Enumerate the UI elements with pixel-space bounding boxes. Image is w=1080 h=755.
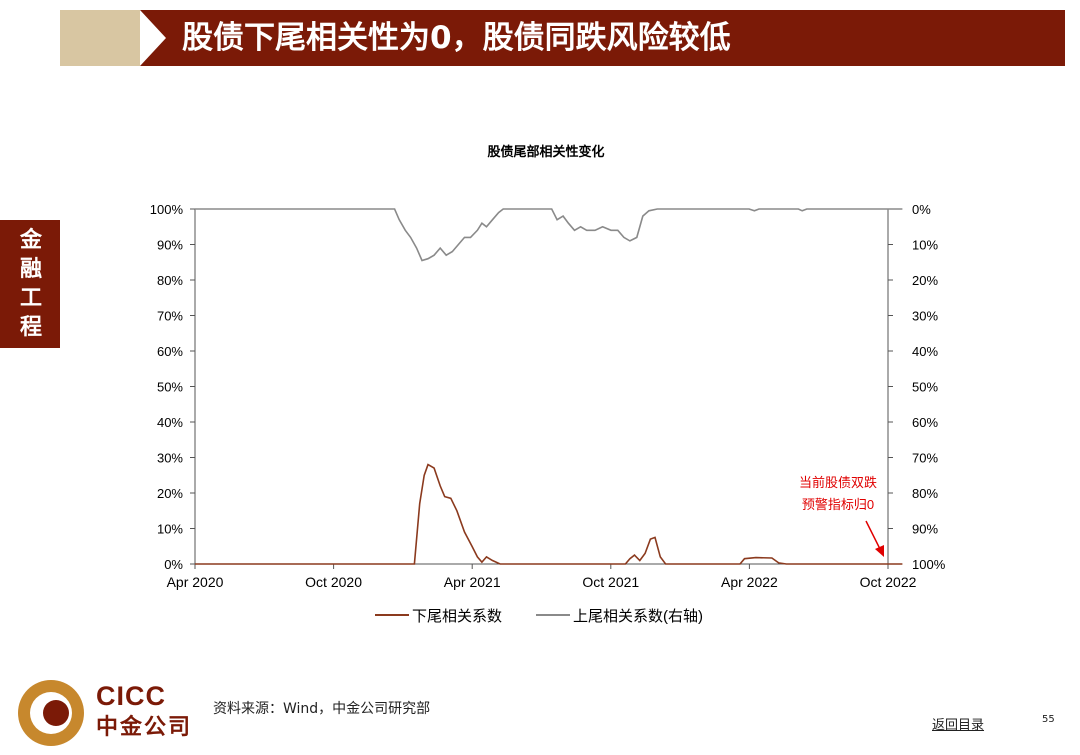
cicc-logo-core xyxy=(43,700,69,726)
x-tick-label: Apr 2020 xyxy=(167,574,224,590)
left-tick-label: 60% xyxy=(157,344,183,359)
right-tick-label: 50% xyxy=(912,380,938,395)
page-number: 55 xyxy=(1042,714,1055,725)
left-tick-label: 50% xyxy=(157,380,183,395)
left-tick-label: 70% xyxy=(157,309,183,324)
annotation-text: 当前股债双跌 xyxy=(799,475,877,490)
section-tab[interactable] xyxy=(0,220,60,348)
left-tick-label: 90% xyxy=(157,238,183,253)
left-tick-label: 20% xyxy=(157,486,183,501)
chart-title: 股债尾部相关性变化 xyxy=(487,144,604,159)
left-tick-label: 0% xyxy=(164,557,183,572)
logo-text-cn: 中金公司 xyxy=(96,715,193,740)
source-note: 资料来源：Wind，中金公司研究部 xyxy=(213,701,431,717)
left-tick-label: 40% xyxy=(157,415,183,430)
chart-svg: 股债尾部相关性变化 100% 90% 80% 70% 60% 50% 40% 30% 20% 10%… xyxy=(150,144,946,625)
right-tick-label: 10% xyxy=(912,238,938,253)
series-line-upper-tail xyxy=(195,208,903,262)
section-tab-label: 金融工程 xyxy=(19,228,42,340)
right-tick-label: 90% xyxy=(912,522,938,537)
right-tick-label: 100% xyxy=(912,557,946,572)
header-chevron xyxy=(140,10,166,66)
x-tick-label: Oct 2021 xyxy=(582,574,639,590)
right-tick-label: 40% xyxy=(912,344,938,359)
x-tick-label: Apr 2022 xyxy=(721,574,778,590)
annotation-text: 预警指标归0 xyxy=(802,497,874,512)
right-tick-label: 20% xyxy=(912,273,938,288)
x-tick-label: Oct 2022 xyxy=(860,574,917,590)
x-tick-label: Oct 2020 xyxy=(305,574,362,590)
page-title: 股债下尾相关性为0，股债同跌风险较低 xyxy=(182,20,731,56)
chart-container: 股债尾部相关性变化 100% 90% 80% 70% 60% 50% 40% 30% 20% 10%… xyxy=(150,144,946,625)
legend-label: 上尾相关系数(右轴) xyxy=(573,608,703,625)
left-tick-label: 100% xyxy=(150,202,184,217)
right-tick-label: 30% xyxy=(912,309,938,324)
annotation-arrowhead xyxy=(875,545,884,557)
series-line-lower-tail xyxy=(195,463,903,565)
left-tick-label: 80% xyxy=(157,273,183,288)
header-bar xyxy=(140,10,1065,66)
right-tick-label: 0% xyxy=(912,202,931,217)
legend-label: 下尾相关系数 xyxy=(412,608,502,625)
header-accent-block xyxy=(60,10,152,66)
left-tick-label: 30% xyxy=(157,451,183,466)
back-to-contents-link[interactable]: 返回目录 xyxy=(932,718,985,733)
logo-text-en: CICC xyxy=(96,681,166,711)
annotation-arrow xyxy=(865,520,881,550)
x-tick-label: Apr 2021 xyxy=(444,574,501,590)
right-tick-label: 60% xyxy=(912,415,938,430)
right-tick-label: 70% xyxy=(912,451,938,466)
left-tick-label: 10% xyxy=(157,522,183,537)
right-tick-label: 80% xyxy=(912,486,938,501)
